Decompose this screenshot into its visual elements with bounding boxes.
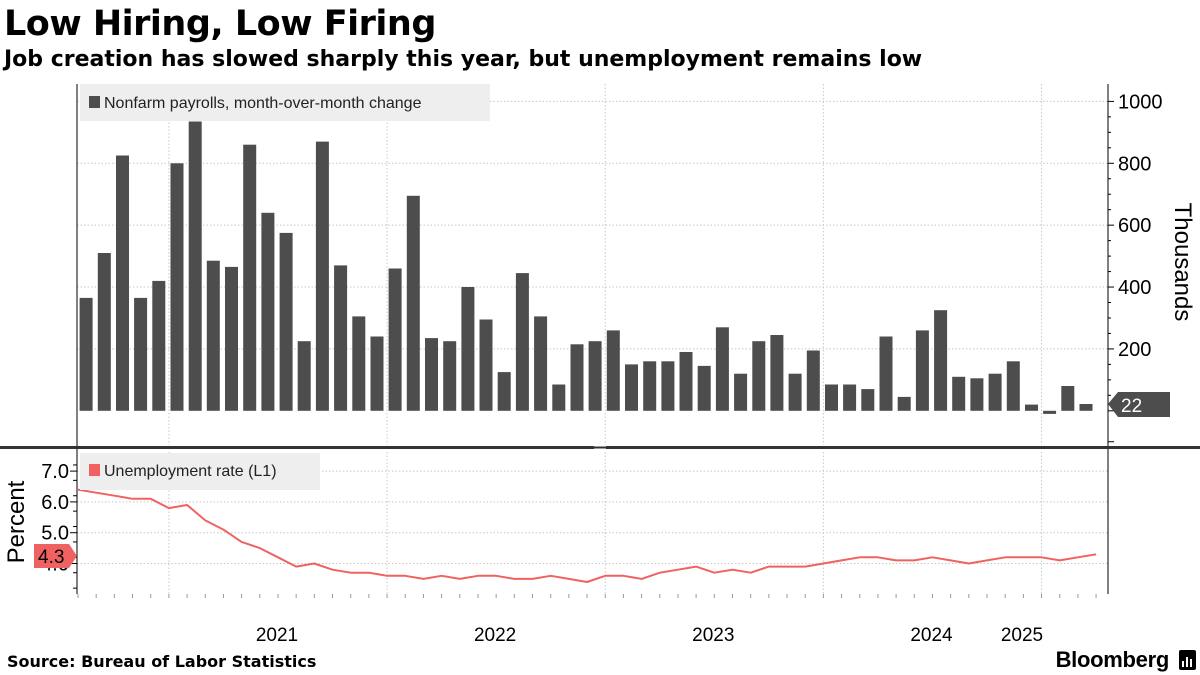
payroll-bar <box>534 316 548 411</box>
right-axis-tick-label: 1000 <box>1118 91 1163 113</box>
payroll-bar <box>643 361 657 411</box>
unemployment-legend: Unemployment rate (L1) <box>80 453 320 490</box>
chart-title: Low Hiring, Low Firing <box>4 4 436 44</box>
payroll-bars <box>79 121 1093 414</box>
payroll-bar <box>861 389 875 411</box>
payroll-bar <box>788 373 802 411</box>
payroll-bar <box>734 373 748 411</box>
right-axis-tick-label: 200 <box>1118 339 1151 361</box>
payroll-bar <box>806 350 820 411</box>
left-axis-tick-label: 7.0 <box>41 461 69 483</box>
payroll-bar <box>406 195 420 411</box>
payrolls-legend-swatch <box>89 96 100 108</box>
payroll-bar <box>679 352 693 411</box>
payroll-bar <box>770 335 784 411</box>
right-axis-tick-label: 600 <box>1118 215 1151 237</box>
payroll-bar <box>352 316 366 411</box>
payroll-bar <box>843 384 857 411</box>
payroll-bar <box>570 344 584 411</box>
unemployment-line-group <box>77 488 1097 583</box>
chart-subtitle: Job creation has slowed sharply this yea… <box>4 47 923 72</box>
payroll-bar <box>915 330 929 411</box>
payroll-bar <box>588 341 602 411</box>
payroll-bar <box>170 163 184 411</box>
payroll-bar <box>188 121 202 411</box>
payroll-bar <box>279 232 293 411</box>
year-label-2025: 2025 <box>1001 625 1043 646</box>
payroll-bar <box>1079 404 1093 411</box>
payroll-bar <box>97 253 111 411</box>
payroll-bar <box>515 273 529 411</box>
year-label-2023: 2023 <box>692 625 734 646</box>
payroll-bar <box>606 330 620 411</box>
payroll-bar <box>334 265 348 411</box>
x-axis-year-labels: 2021 2022 2023 2024 2025 <box>256 625 1043 646</box>
payroll-bar <box>479 319 493 411</box>
payroll-bar <box>206 260 220 411</box>
payroll-bar <box>297 341 311 411</box>
payroll-bar <box>243 144 257 411</box>
right-axis-tick-label: 400 <box>1118 277 1151 299</box>
payroll-bar <box>315 141 329 411</box>
source-note: Source: Bureau of Labor Statistics <box>7 652 317 671</box>
unemployment-last-value-callout: 4.3 <box>34 544 77 568</box>
unemployment-legend-label: Unemployment rate (L1) <box>104 463 277 480</box>
payroll-bar <box>879 336 893 411</box>
unemployment-axis-title: Percent <box>3 480 30 563</box>
unemployment-legend-bg <box>80 453 320 490</box>
payroll-bar <box>134 297 148 411</box>
payroll-bar <box>1043 410 1057 414</box>
payroll-bar <box>752 341 766 411</box>
year-label-2021: 2021 <box>256 625 298 646</box>
payroll-bar <box>825 384 838 411</box>
payroll-bar <box>897 396 911 411</box>
payroll-bar <box>952 376 966 411</box>
payrolls-legend-label: Nonfarm payrolls, month-over-month chang… <box>104 95 422 112</box>
year-label-2022: 2022 <box>474 625 516 646</box>
payroll-bar <box>988 373 1002 411</box>
payrolls-legend: Nonfarm payrolls, month-over-month chang… <box>80 84 490 121</box>
payroll-bar <box>1006 361 1020 411</box>
payroll-bar <box>116 155 129 411</box>
payroll-bar <box>370 336 384 411</box>
left-axis-tick-label: 6.0 <box>41 492 69 514</box>
year-label-2024: 2024 <box>910 625 953 646</box>
payroll-bar <box>443 341 457 411</box>
payroll-bar <box>625 364 638 411</box>
payroll-bar <box>1025 404 1038 411</box>
payroll-bar <box>715 327 729 411</box>
right-axis-tick-label: 800 <box>1118 153 1151 175</box>
unemployment-last-value-label: 4.3 <box>38 547 64 568</box>
payroll-bar <box>661 361 675 411</box>
left-axis-tick-label: 5.0 <box>41 523 69 545</box>
unemployment-line <box>77 488 1097 583</box>
payroll-bar <box>388 268 402 411</box>
payroll-bar <box>152 280 166 411</box>
payroll-bar <box>261 212 275 411</box>
payroll-bar <box>552 384 566 411</box>
payrolls-last-value-callout: 22 <box>1108 392 1170 417</box>
payroll-bar <box>1061 386 1075 411</box>
bloomberg-terminal-icon <box>1179 650 1196 670</box>
payroll-bar <box>497 372 511 411</box>
payrolls-legend-bg <box>80 84 490 121</box>
payroll-bar <box>461 287 475 411</box>
payroll-bar <box>697 365 711 411</box>
payroll-bar <box>79 297 93 411</box>
payrolls-axis-title: Thousands <box>1169 203 1196 322</box>
bloomberg-logo: Bloomberg <box>1055 647 1170 672</box>
unemployment-legend-swatch <box>89 464 100 476</box>
payrolls-last-value-label: 22 <box>1121 396 1142 417</box>
payroll-bar <box>970 378 984 411</box>
payroll-bar <box>934 310 948 411</box>
payroll-bar <box>225 266 238 411</box>
payroll-bar <box>425 338 438 411</box>
